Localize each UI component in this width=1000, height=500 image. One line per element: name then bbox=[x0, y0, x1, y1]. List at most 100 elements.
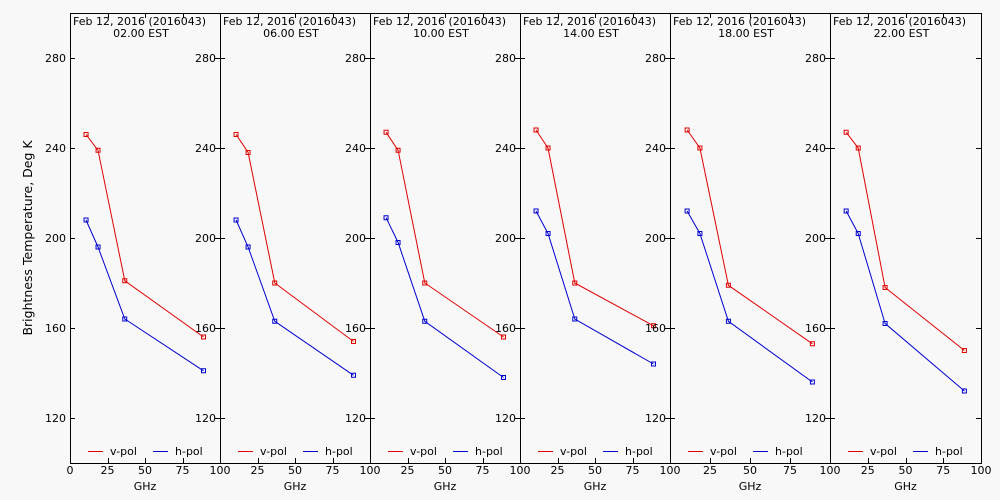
panel-title: Feb 12, 2016 (2016043) bbox=[223, 15, 356, 28]
data-point-v-pol bbox=[572, 280, 578, 286]
y-tick-label: 160 bbox=[45, 322, 66, 335]
data-point-v-pol bbox=[233, 132, 239, 137]
legend-label: v-pol bbox=[560, 445, 587, 458]
x-tick-label: 75 bbox=[783, 464, 797, 477]
y-tick-label: 200 bbox=[195, 232, 216, 245]
x-tick-label: 50 bbox=[899, 464, 913, 477]
y-tick-label: 240 bbox=[345, 142, 366, 155]
series-line-h-pol bbox=[235, 219, 354, 376]
data-point-h-pol bbox=[697, 231, 703, 236]
data-point-h-pol bbox=[201, 368, 206, 374]
x-tick-label: 25 bbox=[861, 464, 875, 477]
x-tick-label: 100 bbox=[820, 464, 841, 477]
data-point-v-pol bbox=[545, 145, 551, 151]
data-point-h-pol bbox=[395, 240, 401, 245]
x-tick-label: 100 bbox=[971, 464, 992, 477]
y-tick-label: 200 bbox=[495, 232, 516, 245]
y-tick-label: 160 bbox=[645, 322, 666, 335]
y-tick-label: 240 bbox=[645, 142, 666, 155]
x-tick-label: 100 bbox=[510, 464, 531, 477]
chart-panel-4: 120 160 200 240 280 25 50 75 100 Feb 12, 2016 (20… bbox=[495, 13, 681, 493]
data-point-v-pol bbox=[245, 150, 251, 155]
data-point-v-pol bbox=[651, 323, 656, 329]
series-line-h-pol bbox=[535, 210, 654, 365]
y-tick-label: 280 bbox=[805, 52, 826, 65]
chart-panel-2: 120 160 200 240 280 25 50 75 100 Feb 12, 2016 (20… bbox=[195, 13, 381, 493]
x-tick-label: 50 bbox=[743, 464, 757, 477]
data-point-v-pol bbox=[855, 145, 861, 151]
data-point-v-pol bbox=[697, 145, 703, 151]
y-tick-label: 240 bbox=[45, 142, 66, 155]
data-point-h-pol bbox=[572, 316, 578, 322]
series-line-h-pol bbox=[845, 210, 965, 392]
data-point-v-pol bbox=[684, 127, 690, 133]
legend-label: v-pol bbox=[410, 445, 437, 458]
data-point-v-pol bbox=[122, 278, 128, 284]
panel-title: Feb 12, 2016 (2016043) bbox=[73, 15, 206, 28]
data-point-h-pol bbox=[422, 318, 428, 324]
y-tick-label: 280 bbox=[495, 52, 516, 65]
chart-panel-5: 120 160 200 240 280 25 50 75 100 Feb 12, 2016 (20… bbox=[645, 13, 841, 493]
chart-panel-1: 120 160 200 240 280 0 25 50 75 100 Feb 12, 2016 (2… bbox=[20, 13, 231, 493]
data-point-v-pol bbox=[383, 129, 389, 135]
x-tick-label: 100 bbox=[360, 464, 381, 477]
x-tick-label: 75 bbox=[326, 464, 340, 477]
y-tick-label: 200 bbox=[645, 232, 666, 245]
legend-label: h-pol bbox=[775, 445, 803, 458]
y-tick-label: 200 bbox=[45, 232, 66, 245]
y-tick-label: 200 bbox=[345, 232, 366, 245]
legend-label: h-pol bbox=[935, 445, 963, 458]
legend-label: v-pol bbox=[870, 445, 897, 458]
series-line-v-pol bbox=[686, 129, 813, 345]
y-tick-label: 120 bbox=[345, 412, 366, 425]
x-tick-label: 50 bbox=[438, 464, 452, 477]
data-point-v-pol bbox=[882, 285, 888, 290]
panel-title: Feb 12, 2016 (2016043) bbox=[833, 15, 966, 28]
data-point-h-pol bbox=[843, 208, 849, 214]
series-line-h-pol bbox=[686, 210, 813, 383]
series-line-v-pol bbox=[845, 131, 965, 351]
y-tick-label: 160 bbox=[195, 322, 216, 335]
panel-subtitle: 06.00 EST bbox=[263, 27, 319, 40]
legend-label: h-pol bbox=[175, 445, 203, 458]
y-tick-label: 120 bbox=[805, 412, 826, 425]
y-tick-label: 160 bbox=[495, 322, 516, 335]
y-tick-label: 280 bbox=[45, 52, 66, 65]
chart-panel-6: 120 160 200 240 280 25 50 75 100 Feb 12, 2016 (20… bbox=[805, 13, 992, 493]
x-tick-label: 75 bbox=[176, 464, 190, 477]
x-axis-label: GHz bbox=[584, 480, 607, 493]
data-point-h-pol bbox=[651, 361, 656, 367]
data-point-v-pol bbox=[83, 132, 89, 137]
data-point-v-pol bbox=[809, 341, 815, 347]
x-tick-label: 25 bbox=[251, 464, 265, 477]
data-point-h-pol bbox=[725, 318, 731, 324]
x-tick-label: 75 bbox=[936, 464, 950, 477]
y-tick-label: 120 bbox=[45, 412, 66, 425]
x-axis-label: GHz bbox=[894, 480, 917, 493]
data-point-h-pol bbox=[961, 388, 967, 394]
data-point-h-pol bbox=[855, 231, 861, 236]
x-tick-label: 100 bbox=[660, 464, 681, 477]
y-tick-label: 120 bbox=[495, 412, 516, 425]
panel-title: Feb 12, 2016 (2016043) bbox=[523, 15, 656, 28]
data-point-v-pol bbox=[351, 339, 356, 344]
panel-subtitle: 14.00 EST bbox=[563, 27, 619, 40]
legend-label: h-pol bbox=[625, 445, 653, 458]
data-point-h-pol bbox=[272, 318, 278, 324]
data-point-v-pol bbox=[843, 129, 849, 135]
x-tick-label: 25 bbox=[401, 464, 415, 477]
panel-subtitle: 10.00 EST bbox=[413, 27, 469, 40]
series-line-v-pol bbox=[85, 134, 204, 338]
legend-label: v-pol bbox=[710, 445, 737, 458]
y-tick-label: 240 bbox=[495, 142, 516, 155]
y-tick-label: 200 bbox=[805, 232, 826, 245]
data-point-h-pol bbox=[809, 379, 815, 385]
y-tick-label: 120 bbox=[195, 412, 216, 425]
y-tick-label: 120 bbox=[645, 412, 666, 425]
y-tick-label: 160 bbox=[345, 322, 366, 335]
data-point-h-pol bbox=[383, 215, 389, 221]
x-tick-label: 25 bbox=[551, 464, 565, 477]
